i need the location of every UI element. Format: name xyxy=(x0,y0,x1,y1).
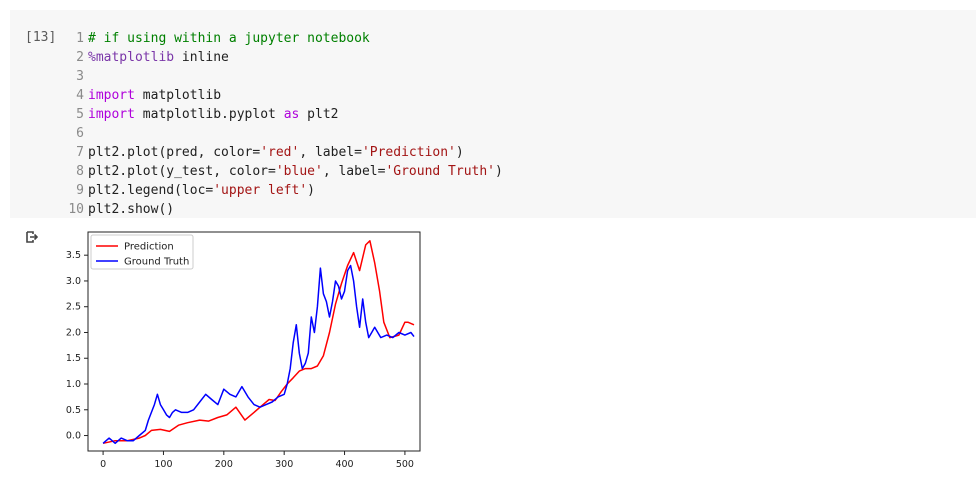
code-token: plt2 xyxy=(299,107,339,122)
code-line[interactable]: 4 import matplotlib xyxy=(60,86,503,105)
x-tick-label: 400 xyxy=(335,459,353,470)
code-token: , label= xyxy=(322,164,386,179)
series-line-prediction xyxy=(102,240,415,445)
x-tick-label: 100 xyxy=(154,459,172,470)
code-token: ) xyxy=(495,164,503,179)
code-editor[interactable]: 1 # if using within a jupyter notebook 2 %m… xyxy=(60,29,503,219)
line-number: 5 xyxy=(76,107,84,122)
line-chart: 0 100 200 300 400 500 0.0 0.5 1.0 1.5 2.0 2.5 3.0 3.5… xyxy=(66,231,421,470)
y-tick-label: 0.0 xyxy=(66,431,81,442)
x-tick-label: 300 xyxy=(275,459,293,470)
x-tick-label: 200 xyxy=(215,459,233,470)
code-line[interactable]: 5 import matplotlib.pyplot as plt2 xyxy=(60,105,503,124)
line-number: 7 xyxy=(76,145,84,160)
series-line-ground-truth xyxy=(102,264,415,445)
code-token: plt2.show() xyxy=(88,202,175,217)
code-token: %matplotlib xyxy=(88,50,175,65)
code-token: , label= xyxy=(299,145,362,160)
code-token: 'upper left' xyxy=(213,183,308,198)
legend-label: Prediction xyxy=(124,242,174,253)
legend-label: Ground Truth xyxy=(124,257,189,268)
code-token: 'blue' xyxy=(275,164,323,179)
code-token: inline xyxy=(174,50,229,65)
y-tick-label: 1.0 xyxy=(66,379,81,390)
output-arrow-icon[interactable] xyxy=(24,230,38,244)
x-tick-label: 0 xyxy=(100,459,106,470)
code-token: 'Prediction' xyxy=(361,145,456,160)
x-tick-label: 500 xyxy=(396,459,414,470)
execution-count: [13] xyxy=(25,30,57,45)
code-token: # if using within a jupyter notebook xyxy=(88,31,370,46)
code-line[interactable]: 2 %matplotlib inline xyxy=(60,48,503,67)
y-tick-label: 2.5 xyxy=(66,302,81,313)
code-line[interactable]: 6 xyxy=(60,124,503,143)
line-number: 2 xyxy=(76,50,84,65)
code-line[interactable]: 8 plt2.plot(y_test, color='blue', label='… xyxy=(60,162,503,181)
code-token: matplotlib xyxy=(134,88,222,103)
code-line[interactable]: 7 plt2.plot(pred, color='red', label='Pre… xyxy=(60,143,503,162)
line-number: 4 xyxy=(76,88,84,103)
code-token: import xyxy=(88,88,135,103)
line-number: 3 xyxy=(76,69,84,84)
code-token: as xyxy=(283,107,300,122)
code-token: 'red' xyxy=(260,145,300,160)
code-line[interactable]: 3 xyxy=(60,67,503,86)
y-tick-label: 3.0 xyxy=(66,276,81,287)
line-number: 1 xyxy=(76,31,84,46)
y-tick-label: 3.5 xyxy=(66,250,81,261)
code-line[interactable]: 9 plt2.legend(loc='upper left') xyxy=(60,181,503,200)
line-number: 6 xyxy=(76,126,84,141)
y-tick-label: 2.0 xyxy=(66,327,81,338)
code-cell[interactable]: [13] 1 # if using within a jupyter notebo… xyxy=(10,10,976,218)
line-number: 8 xyxy=(76,164,84,179)
code-line[interactable]: 1 # if using within a jupyter notebook xyxy=(60,29,503,48)
code-token: ) xyxy=(455,145,464,160)
code-token: import xyxy=(88,107,135,122)
code-token: matplotlib.pyplot xyxy=(134,107,284,122)
y-tick-label: 0.5 xyxy=(66,405,81,416)
code-token: plt2.plot(pred, color= xyxy=(88,145,261,160)
code-token: plt2.legend(loc= xyxy=(88,183,214,198)
code-token: 'Ground Truth' xyxy=(385,164,496,179)
line-number: 9 xyxy=(76,183,84,198)
code-line[interactable]: 10 plt2.show() xyxy=(60,200,503,219)
code-token: ) xyxy=(307,183,315,198)
y-tick-label: 1.5 xyxy=(66,353,81,364)
code-token: plt2.plot(y_test, color= xyxy=(88,164,276,179)
line-number: 10 xyxy=(68,202,84,217)
